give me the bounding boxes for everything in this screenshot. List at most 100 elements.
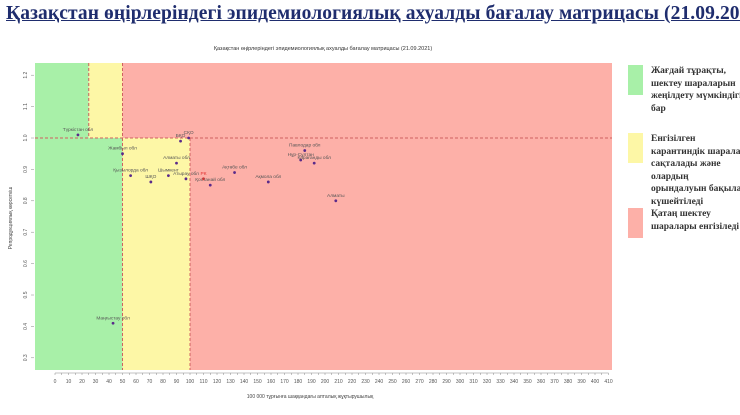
x-tick-label: 260 bbox=[402, 379, 411, 385]
zone-red bbox=[190, 138, 612, 370]
y-tick-label: 1.2 bbox=[23, 72, 29, 79]
x-tick-label: 250 bbox=[388, 379, 397, 385]
data-point-label: СҚО bbox=[184, 130, 194, 136]
data-point bbox=[312, 161, 316, 165]
data-point bbox=[202, 177, 205, 181]
x-tick-label: 270 bbox=[415, 379, 424, 385]
data-point-label: Атырау обл bbox=[173, 171, 199, 177]
x-tick-label: 90 bbox=[174, 379, 180, 385]
x-tick-label: 380 bbox=[564, 379, 573, 385]
y-tick-label: 1.0 bbox=[23, 134, 29, 141]
x-tick-label: 160 bbox=[267, 379, 276, 385]
legend-text: Қатаң шектеу шаралары енгізіледі bbox=[651, 209, 740, 232]
x-tick-label: 390 bbox=[577, 379, 586, 385]
zone-yellow bbox=[88, 63, 123, 138]
data-point bbox=[187, 136, 191, 140]
y-tick-label: 0.7 bbox=[23, 229, 29, 236]
x-tick-label: 360 bbox=[537, 379, 546, 385]
legend-swatch-red bbox=[628, 208, 643, 238]
data-point-label: БҚО bbox=[176, 133, 186, 139]
data-point-label: Қызылорда обл bbox=[113, 168, 148, 174]
data-point bbox=[179, 139, 182, 143]
x-tick-label: 350 bbox=[523, 379, 532, 385]
y-tick-label: 0.9 bbox=[23, 166, 29, 173]
x-tick-label: 0 bbox=[54, 379, 57, 385]
x-tick-label: 340 bbox=[510, 379, 519, 385]
x-tick-label: 60 bbox=[133, 379, 139, 385]
zone-red bbox=[122, 63, 612, 138]
x-tick-label: 400 bbox=[591, 379, 600, 385]
x-tick-label: 20 bbox=[79, 379, 85, 385]
x-tick-label: 210 bbox=[334, 379, 343, 385]
data-point bbox=[167, 174, 170, 178]
data-point bbox=[111, 321, 115, 325]
data-point bbox=[299, 158, 303, 162]
x-tick-label: 10 bbox=[66, 379, 72, 385]
x-tick-label: 150 bbox=[253, 379, 262, 385]
x-tick-label: 190 bbox=[307, 379, 316, 385]
data-point-label: Нұр-Сұлтан bbox=[288, 152, 315, 158]
x-tick-label: 410 bbox=[604, 379, 613, 385]
legend-swatch-yellow bbox=[628, 133, 643, 163]
data-point bbox=[175, 161, 178, 165]
data-point bbox=[121, 152, 124, 156]
data-point-label: РК bbox=[201, 171, 207, 177]
x-tick-label: 130 bbox=[226, 379, 235, 385]
x-tick-label: 220 bbox=[348, 379, 357, 385]
x-tick-label: 230 bbox=[361, 379, 370, 385]
x-tick-label: 300 bbox=[456, 379, 465, 385]
x-tick-label: 280 bbox=[429, 379, 438, 385]
y-tick-label: 1.1 bbox=[23, 103, 29, 110]
y-tick-label: 0.8 bbox=[23, 197, 29, 204]
data-point bbox=[266, 180, 270, 184]
legend-text: Жағдай тұрақты, шектеу шараларын жеңілде… bbox=[651, 66, 740, 114]
x-tick-label: 330 bbox=[496, 379, 505, 385]
x-tick-label: 240 bbox=[375, 379, 384, 385]
x-tick-label: 320 bbox=[483, 379, 492, 385]
zone-yellow bbox=[122, 138, 190, 370]
x-axis-label: 100 000 тұрғынға шаққандағы апталық жұқт… bbox=[247, 394, 374, 400]
x-tick-label: 40 bbox=[106, 379, 112, 385]
data-point-label: Түркістан обл bbox=[63, 127, 94, 133]
data-point-label: Ақмола обл bbox=[255, 174, 281, 180]
x-tick-label: 120 bbox=[213, 379, 222, 385]
x-tick-label: 70 bbox=[147, 379, 153, 385]
x-tick-label: 80 bbox=[160, 379, 166, 385]
y-tick-label: 0.6 bbox=[23, 260, 29, 267]
x-tick-label: 50 bbox=[120, 379, 126, 385]
y-tick-label: 0.4 bbox=[23, 323, 29, 330]
data-point bbox=[233, 171, 236, 174]
data-point-label: Шымкент bbox=[158, 168, 180, 174]
x-tick-label: 140 bbox=[240, 379, 249, 385]
x-tick-label: 310 bbox=[469, 379, 478, 385]
data-point bbox=[129, 174, 133, 178]
x-tick-label: 290 bbox=[442, 379, 451, 385]
x-tick-label: 370 bbox=[550, 379, 559, 385]
x-tick-label: 180 bbox=[294, 379, 303, 385]
data-point-label: Қарағанды обл bbox=[297, 155, 331, 161]
x-tick-label: 30 bbox=[93, 379, 99, 385]
chart-title: Қазақстан өңірлеріндегі эпидемиологиялық… bbox=[214, 46, 432, 52]
data-point-label: Қостанай обл bbox=[195, 176, 225, 183]
data-point-label: Ақтөбе обл bbox=[222, 165, 247, 171]
legend-text: Енгізілген карантиндік шаралар сақталады… bbox=[651, 134, 740, 207]
y-tick-label: 0.5 bbox=[23, 291, 29, 298]
data-point bbox=[184, 177, 188, 181]
y-axis-label: Репродукциялық көрсеткіш bbox=[8, 187, 14, 250]
zone-green bbox=[35, 63, 89, 138]
zone-green bbox=[35, 138, 123, 370]
x-tick-label: 110 bbox=[200, 379, 208, 385]
data-point-label: Жамбыл обл bbox=[108, 146, 137, 152]
legend-item-yellow: Енгізілген карантиндік шаралар сақталады… bbox=[628, 133, 740, 208]
data-point bbox=[303, 149, 307, 152]
data-point bbox=[76, 133, 80, 137]
data-point bbox=[334, 199, 338, 203]
data-point-label: Алматы обл bbox=[163, 155, 190, 161]
x-tick-label: 170 bbox=[280, 379, 289, 385]
legend-swatch-green bbox=[628, 65, 643, 95]
data-point bbox=[208, 183, 212, 187]
y-tick-label: 0.3 bbox=[23, 354, 29, 361]
x-tick-label: 100 bbox=[186, 379, 195, 385]
legend-item-green: Жағдай тұрақты, шектеу шараларын жеңілде… bbox=[628, 65, 740, 115]
